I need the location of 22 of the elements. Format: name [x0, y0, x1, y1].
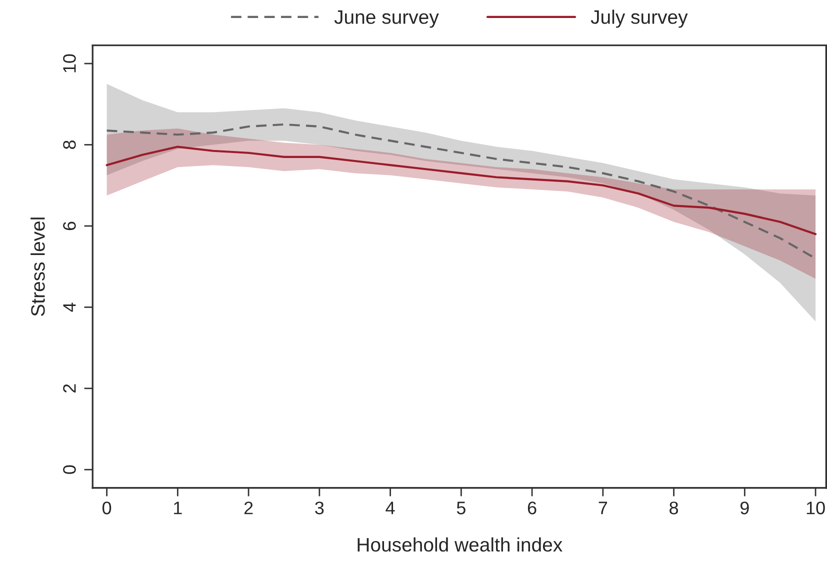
x-tick-label: 4 [386, 502, 395, 514]
line-series [106, 146, 817, 236]
x-tick-label: 1 [174, 502, 182, 514]
x-tick-label: 2 [244, 502, 253, 514]
y-tick-label: 4 [63, 302, 76, 312]
x-axis-title: Household wealth index [358, 537, 562, 552]
x-tick-label: 7 [598, 502, 608, 514]
x-tick-label: 6 [528, 502, 536, 514]
x-tick-label: 10 [806, 502, 825, 514]
legend-label: July survey [590, 10, 688, 28]
x-tick-label: 8 [670, 502, 678, 514]
y-tick-label: 6 [63, 222, 76, 230]
x-tick-label: 9 [740, 502, 749, 514]
y-tick-label: 10 [63, 54, 76, 72]
y-tick-label: 8 [63, 140, 76, 149]
legend-label: June survey [334, 10, 439, 28]
x-tick-label: 5 [456, 502, 466, 514]
y-tick-label: 0 [63, 465, 76, 474]
x-tick-label: 0 [102, 502, 112, 514]
x-tick-label: 3 [315, 502, 324, 514]
y-tick-label: 2 [63, 384, 76, 393]
y-axis-title: Stress level [30, 218, 45, 316]
